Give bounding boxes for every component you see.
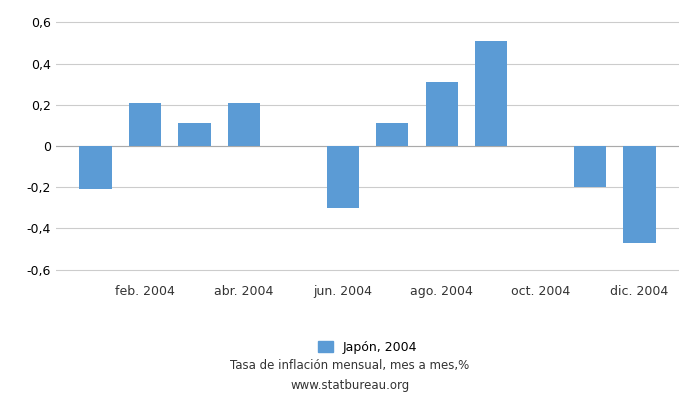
Bar [178,123,211,146]
Bar [574,146,606,187]
Bar [129,103,161,146]
Bar [426,82,458,146]
Legend: Japón, 2004: Japón, 2004 [312,334,424,360]
Text: Tasa de inflación mensual, mes a mes,%: Tasa de inflación mensual, mes a mes,% [230,359,470,372]
Text: www.statbureau.org: www.statbureau.org [290,379,410,392]
Bar [80,146,111,189]
Bar [475,41,507,146]
Bar [327,146,359,208]
Bar [376,123,408,146]
Bar [624,146,655,243]
Bar [228,103,260,146]
